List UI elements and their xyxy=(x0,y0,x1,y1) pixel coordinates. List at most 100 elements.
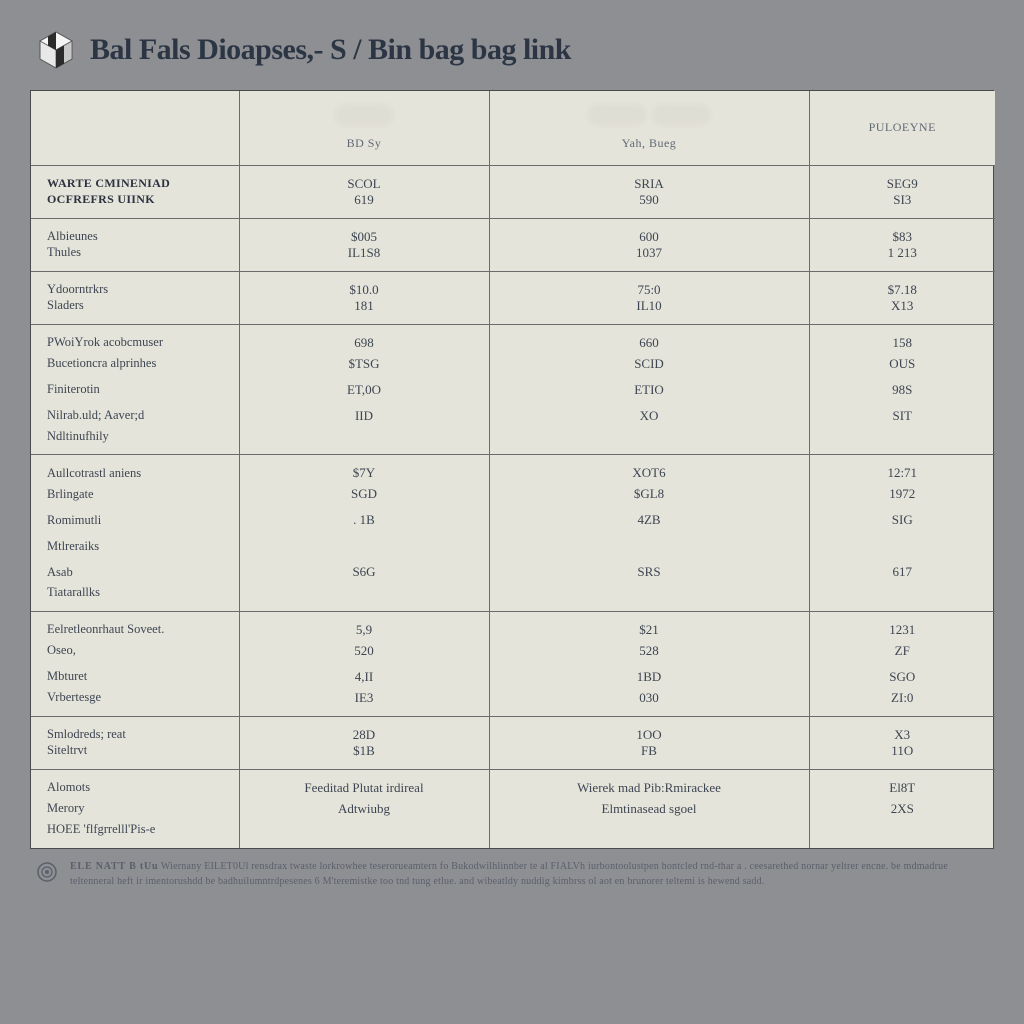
cell-value: 158 xyxy=(809,324,995,351)
row-label: Nilrab.uld; Aaver;d xyxy=(31,403,239,429)
cell-value: 1037 xyxy=(489,245,809,272)
table-row: Siteltrvt$1BFB11O xyxy=(31,743,995,770)
table-row: Mtlreraiks xyxy=(31,533,995,559)
row-label: Mbturet xyxy=(31,664,239,690)
cell-value: 1OO xyxy=(489,716,809,743)
footer: ELE NATT B tUu Wiernany EILET0Ul rensdra… xyxy=(30,859,994,889)
cell-value: S6G xyxy=(239,559,489,585)
table-row: FiniterotinET,0OETIO98S xyxy=(31,377,995,403)
table-row: Smlodreds; reat28D1OOX3 xyxy=(31,716,995,743)
cell-value: $7Y xyxy=(239,455,489,482)
row-label: PWoiYrok acobcmuser xyxy=(31,324,239,351)
cell-value: IE3 xyxy=(239,690,489,717)
cell-value: $TSG xyxy=(239,351,489,377)
cell-value: 2XS xyxy=(809,796,995,822)
cell-value: $005 xyxy=(239,218,489,245)
cell-value: 030 xyxy=(489,690,809,717)
table-header: BD Sy Yah, Bueg PULOEYNE xyxy=(31,91,995,165)
col-header-1-label: BD Sy xyxy=(347,136,382,150)
col-header-3: PULOEYNE xyxy=(809,91,995,165)
cell-value xyxy=(809,822,995,848)
row-label: Siteltrvt xyxy=(31,743,239,770)
cell-value: 98S xyxy=(809,377,995,403)
cell-value: 28D xyxy=(239,716,489,743)
cell-value xyxy=(239,822,489,848)
row-label: Thules xyxy=(31,245,239,272)
cell-value: $10.0 xyxy=(239,271,489,298)
cell-value xyxy=(489,822,809,848)
table-row: Albieunes$005600$83 xyxy=(31,218,995,245)
table-row: Ndltinufhily xyxy=(31,429,995,455)
cell-value: SCOL xyxy=(239,165,489,192)
cell-value: XO xyxy=(489,403,809,429)
cell-value: OUS xyxy=(809,351,995,377)
cell-value: $GL8 xyxy=(489,481,809,507)
cell-value: Adtwiubg xyxy=(239,796,489,822)
cell-value: 1 213 xyxy=(809,245,995,272)
cell-value: 12:71 xyxy=(809,455,995,482)
table-row: Eelretleonrhaut Soveet.5,9$211231 xyxy=(31,611,995,638)
cube-logo-icon xyxy=(34,28,78,72)
cell-value: SIG xyxy=(809,507,995,533)
footer-body: Wiernany EILET0Ul rensdrax twaste lorkro… xyxy=(70,861,948,887)
table-row: Nilrab.uld; Aaver;dIIDXOSIT xyxy=(31,403,995,429)
cell-value: $21 xyxy=(489,611,809,638)
footer-lead: ELE NATT B tUu xyxy=(70,861,158,872)
cell-value: 520 xyxy=(239,638,489,664)
cell-value: $7.18 xyxy=(809,271,995,298)
cell-value: 75:0 xyxy=(489,271,809,298)
row-label: HOEE 'flfgrrelll'Pis-e xyxy=(31,822,239,848)
table-row: AsabS6GSRS617 xyxy=(31,559,995,585)
table-row: HOEE 'flfgrrelll'Pis-e xyxy=(31,822,995,848)
page-header: Bal Fals Dioapses,- S / Bin bag bag link xyxy=(30,28,994,72)
info-icon xyxy=(36,861,58,883)
cell-value: $1B xyxy=(239,743,489,770)
cell-value xyxy=(489,533,809,559)
table-row: OCFREFRS UIINK619590SI3 xyxy=(31,192,995,219)
footer-text: ELE NATT B tUu Wiernany EILET0Ul rensdra… xyxy=(70,859,988,889)
cell-value: 590 xyxy=(489,192,809,219)
cell-value: 1231 xyxy=(809,611,995,638)
cell-value: SEG9 xyxy=(809,165,995,192)
page-title: Bal Fals Dioapses,- S / Bin bag bag link xyxy=(90,33,571,67)
row-label: Brlingate xyxy=(31,481,239,507)
row-label: Mtlreraiks xyxy=(31,533,239,559)
cell-value: SI3 xyxy=(809,192,995,219)
table-row: Mbturet4,II1BDSGO xyxy=(31,664,995,690)
cell-value: IL10 xyxy=(489,298,809,325)
row-label: Merory xyxy=(31,796,239,822)
table-row: VrbertesgeIE3030ZI:0 xyxy=(31,690,995,717)
row-label: WARTE CMINENIAD xyxy=(31,165,239,192)
table-row: Bucetioncra alprinhes$TSGSCIDOUS xyxy=(31,351,995,377)
row-label: Tiatarallks xyxy=(31,585,239,611)
cell-value: ET,0O xyxy=(239,377,489,403)
cell-value: 1972 xyxy=(809,481,995,507)
row-label: Ydoorntrkrs xyxy=(31,271,239,298)
table-row: Tiatarallks xyxy=(31,585,995,611)
cell-value: 4ZB xyxy=(489,507,809,533)
col-header-blank xyxy=(31,91,239,165)
table-row: BrlingateSGD$GL81972 xyxy=(31,481,995,507)
col-header-1: BD Sy xyxy=(239,91,489,165)
cell-value: SIT xyxy=(809,403,995,429)
table-row: Aullcotrastl aniens$7YXOT612:71 xyxy=(31,455,995,482)
cell-value: . 1B xyxy=(239,507,489,533)
table-row: WARTE CMINENIADSCOLSRIASEG9 xyxy=(31,165,995,192)
row-label: Aullcotrastl aniens xyxy=(31,455,239,482)
table-body: WARTE CMINENIADSCOLSRIASEG9OCFREFRS UIIN… xyxy=(31,165,995,848)
cell-value: 5,9 xyxy=(239,611,489,638)
cell-value: Wierek mad Pib:Rmirackee xyxy=(489,769,809,796)
row-label: OCFREFRS UIINK xyxy=(31,192,239,219)
row-label: Sladers xyxy=(31,298,239,325)
cell-value xyxy=(239,429,489,455)
cell-value: SGO xyxy=(809,664,995,690)
cell-value: 528 xyxy=(489,638,809,664)
col-header-2: Yah, Bueg xyxy=(489,91,809,165)
cell-value xyxy=(809,533,995,559)
cell-value: X3 xyxy=(809,716,995,743)
cell-value xyxy=(489,429,809,455)
cell-value: SRIA xyxy=(489,165,809,192)
table-row: ThulesIL1S810371 213 xyxy=(31,245,995,272)
row-label: Finiterotin xyxy=(31,377,239,403)
cell-value: Feeditad Plutat irdireal xyxy=(239,769,489,796)
